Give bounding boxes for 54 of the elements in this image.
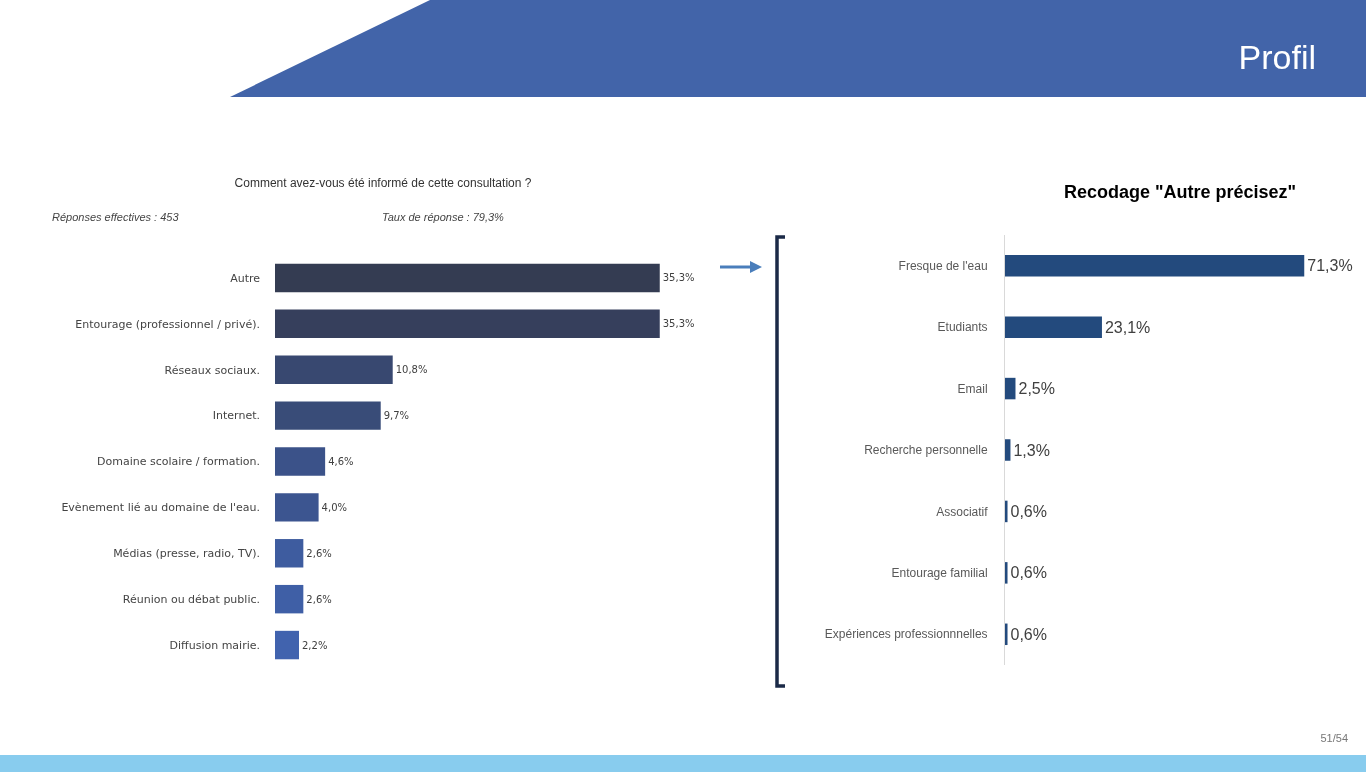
data-label: 1,3% <box>1013 441 1050 459</box>
bar <box>1005 316 1102 338</box>
text: Réponses effectives : 453 <box>52 211 180 223</box>
y-tick-label: Associatif <box>936 504 989 519</box>
data-label: 2,6% <box>306 593 332 605</box>
data-label: 4,0% <box>321 501 348 513</box>
bar <box>275 401 381 430</box>
y-tick-label: Internet. <box>212 409 260 423</box>
data-label: 23,1% <box>1104 318 1151 336</box>
bar <box>1005 439 1011 461</box>
bar <box>275 355 393 384</box>
data-label: 35,3% <box>662 272 695 284</box>
y-tick-label: Evènement lié au domaine de l'eau. <box>61 501 260 515</box>
data-label: 71,3% <box>1307 257 1353 275</box>
data-label: 0,6% <box>1010 564 1047 582</box>
chart-title: Recodage "Autre précisez" <box>1063 181 1297 202</box>
data-label: 9,7% <box>383 410 410 422</box>
bar <box>275 447 326 476</box>
bar <box>275 539 304 568</box>
bar <box>1005 562 1008 584</box>
y-tick-label: Expériences professionnnelles <box>824 627 988 642</box>
y-tick-label: Médias (presse, radio, TV). <box>113 547 260 561</box>
data-label: 0,6% <box>1010 625 1047 643</box>
bar <box>275 309 660 339</box>
text: 51/54 <box>1320 732 1348 744</box>
data-label: 2,6% <box>306 547 332 559</box>
y-tick-label: Email <box>957 381 988 396</box>
data-label: 2,2% <box>301 639 328 651</box>
bar <box>275 493 319 522</box>
y-tick-label: Fresque de l'eau <box>898 258 988 273</box>
y-tick-label: Entourage (professionnel / privé). <box>75 317 260 331</box>
data-label: 4,6% <box>328 456 354 467</box>
y-tick-label: Domaine scolaire / formation. <box>96 455 260 469</box>
bar <box>275 630 299 660</box>
bar <box>1005 377 1016 400</box>
bar <box>1005 500 1008 523</box>
data-label: 2,5% <box>1018 380 1055 398</box>
y-tick-label: Autre <box>230 271 261 285</box>
y-tick-label: Réunion ou débat public. <box>122 593 260 607</box>
bar <box>275 584 304 614</box>
text: Profil <box>1238 38 1316 77</box>
y-tick-label: Etudiants <box>937 320 988 335</box>
data-label: 35,3% <box>662 318 695 330</box>
bar <box>1005 623 1008 646</box>
bar <box>275 263 660 293</box>
bar <box>1005 254 1305 277</box>
y-tick-label: Réseaux sociaux. <box>164 363 260 377</box>
chart-title: Comment avez-vous été informé de cette consultation ? <box>234 175 532 190</box>
y-tick-label: Diffusion mairie. <box>169 638 260 652</box>
y-tick-label: Entourage familial <box>891 566 988 581</box>
text: Taux de réponse : 79,3% <box>382 211 505 223</box>
data-label: 0,6% <box>1010 502 1047 520</box>
data-label: 10,8% <box>395 364 428 376</box>
y-tick-label: Recherche personnelle <box>864 443 988 458</box>
